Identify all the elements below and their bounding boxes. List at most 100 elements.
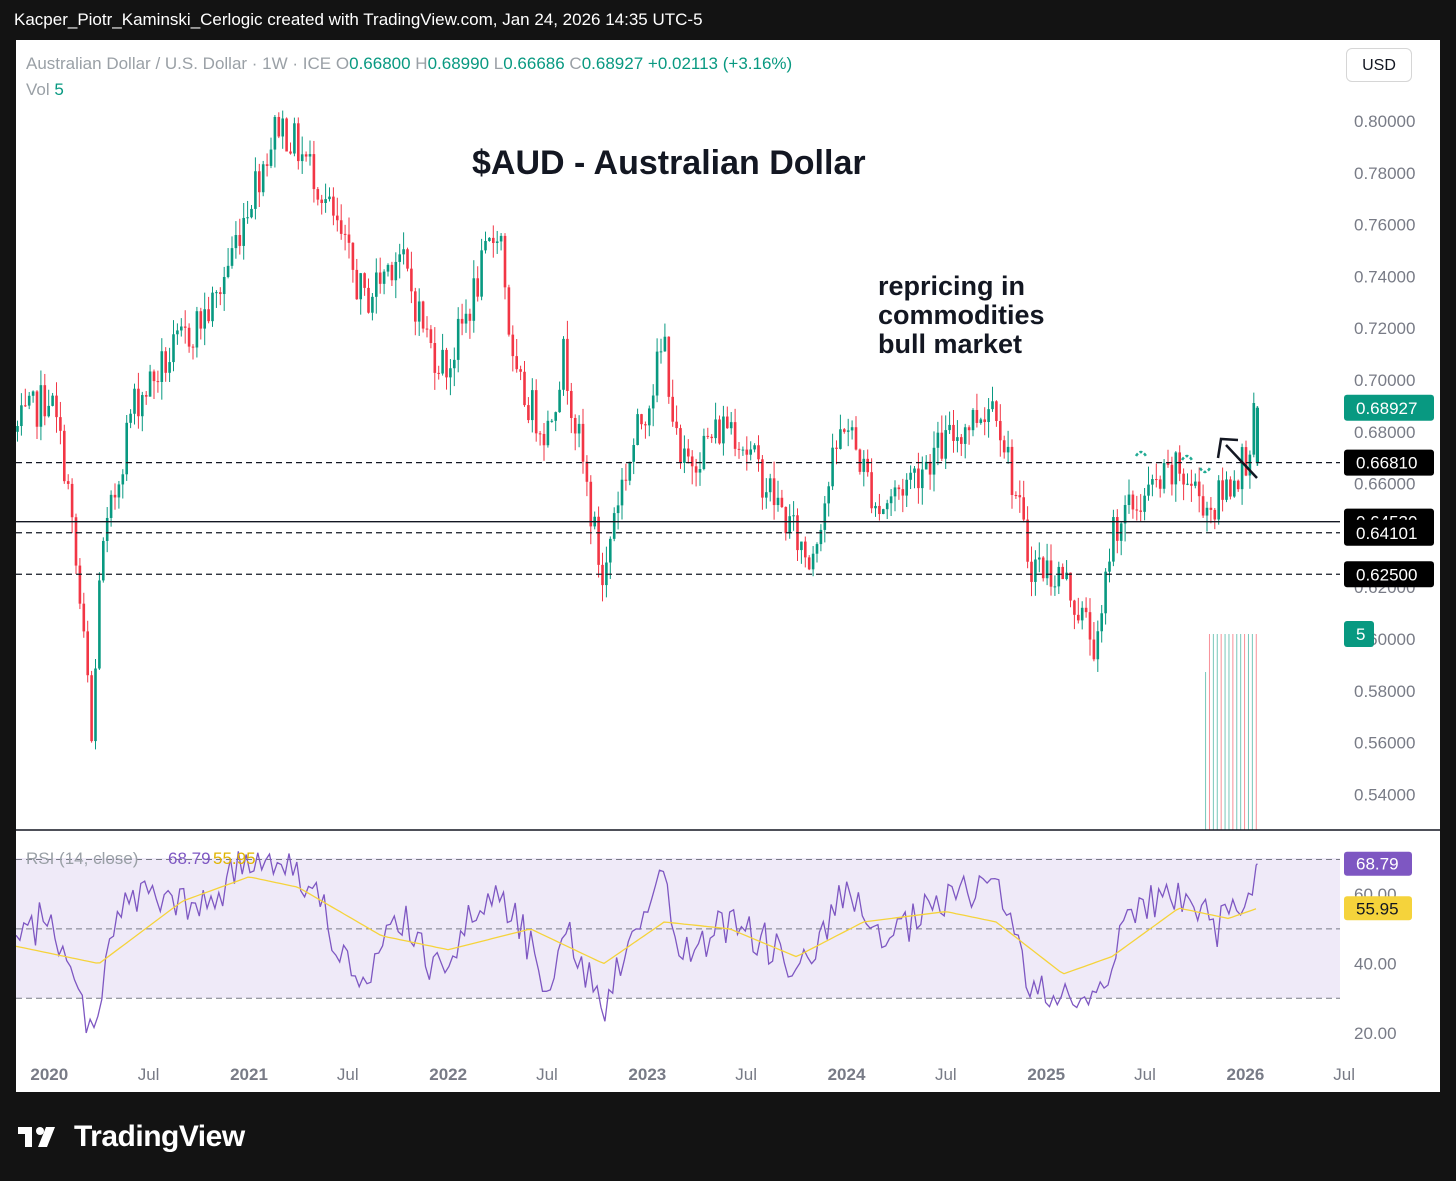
candle (1022, 497, 1025, 520)
volume-legend[interactable]: Vol 5 (26, 80, 64, 100)
rsi-axis-label: 40.00 (1354, 955, 1397, 974)
candle (35, 391, 39, 427)
candle (289, 151, 292, 154)
candle (351, 242, 355, 270)
rsi-value-text: 55.95 (1356, 899, 1399, 918)
candle (453, 359, 456, 369)
candle (1139, 510, 1142, 512)
candle (901, 489, 905, 496)
close-value: 0.68927 (581, 54, 644, 73)
candle (804, 541, 807, 558)
candle (1018, 495, 1022, 498)
candle (31, 391, 35, 396)
candle (102, 540, 105, 581)
candle (846, 430, 850, 432)
candle (628, 461, 632, 481)
last-candle (1255, 407, 1260, 463)
cup-markers (1134, 450, 1212, 474)
candle (460, 318, 464, 324)
candle (1077, 614, 1080, 621)
candle (343, 233, 347, 235)
rsi-ma-legend-value: 55.95 (213, 849, 256, 868)
price-label-tag (1344, 621, 1374, 647)
time-axis-label: 2023 (628, 1065, 666, 1084)
price-label-tag (1344, 449, 1434, 476)
candle (1123, 505, 1127, 524)
candle (1248, 454, 1252, 476)
candle (152, 371, 156, 382)
candle (784, 506, 788, 534)
price-label-tag (1344, 394, 1434, 421)
candle (983, 419, 986, 423)
symbol-legend[interactable]: Australian Dollar / U.S. Dollar · 1W · I… (26, 54, 792, 74)
price-label-text: 0.68927 (1356, 399, 1417, 418)
candle (499, 235, 503, 242)
price-label-text: 5 (1356, 625, 1365, 644)
time-axis-label: Jul (536, 1065, 558, 1084)
annotation-line: bull market (878, 329, 1023, 359)
tradingview-wordmark: TradingView (74, 1120, 245, 1153)
candle (1225, 479, 1228, 500)
candle (648, 408, 651, 426)
candle (183, 326, 187, 328)
candle (105, 517, 109, 541)
candle (238, 235, 242, 246)
candle (1084, 607, 1088, 613)
candle (757, 445, 760, 460)
candle (632, 444, 635, 462)
time-axis-label: Jul (935, 1065, 957, 1084)
rsi-ma-line (16, 876, 1257, 975)
currency-button[interactable]: USD (1346, 48, 1412, 82)
rsi-legend-value: 68.79 (168, 849, 211, 868)
candle (394, 261, 398, 281)
price-chart-svg[interactable]: RSI (14, close) 68.79 55.95 0.800000.78000… (16, 40, 1440, 1092)
candle (1088, 612, 1092, 640)
candle (870, 472, 873, 509)
candle (1108, 561, 1111, 572)
price-label-text: 0.62500 (1356, 565, 1417, 584)
candle (905, 479, 908, 496)
candle (480, 250, 483, 297)
candle (437, 372, 440, 374)
candle (1092, 639, 1096, 660)
rsi-legend-label[interactable]: RSI (14, close) (26, 849, 138, 868)
candle (550, 420, 554, 422)
candle (24, 405, 27, 407)
candle (1104, 571, 1107, 614)
candle (749, 449, 752, 455)
candle (921, 469, 924, 489)
candle (1038, 557, 1041, 560)
candle (765, 492, 768, 498)
attribution-bar: Kacper_Piotr_Kaminski_Cerlogic created w… (0, 0, 1456, 40)
candle (655, 351, 659, 396)
cup-marker (1198, 467, 1212, 474)
candle (94, 668, 97, 742)
candle (1244, 447, 1248, 476)
candle (768, 478, 772, 493)
time-axis-label: Jul (1134, 1065, 1156, 1084)
candle (495, 241, 499, 243)
candle (612, 513, 616, 539)
candle (1233, 480, 1236, 497)
symbol-name[interactable]: Australian Dollar / U.S. Dollar · 1W · I… (26, 54, 332, 73)
candle (800, 541, 803, 551)
candle (47, 405, 50, 417)
candle (850, 427, 854, 431)
candle (1201, 496, 1205, 516)
rsi-band (16, 858, 1340, 998)
rsi-value-tag (1344, 851, 1412, 876)
candle (1112, 517, 1115, 562)
candle (417, 301, 421, 322)
chart-panel[interactable]: RSI (14, close) 68.79 55.95 0.80000 0.78000… (16, 40, 1440, 1092)
time-axis-label: 2025 (1027, 1065, 1065, 1084)
time-axis-label: 2026 (1226, 1065, 1264, 1084)
candle (300, 154, 304, 162)
candle (1002, 440, 1006, 453)
time-axis-label: 2020 (30, 1065, 68, 1084)
candle (129, 413, 132, 423)
candle (928, 461, 932, 475)
candle (1162, 463, 1166, 489)
candle (277, 116, 281, 137)
candle (429, 329, 433, 344)
time-axis-label: 2024 (828, 1065, 866, 1084)
